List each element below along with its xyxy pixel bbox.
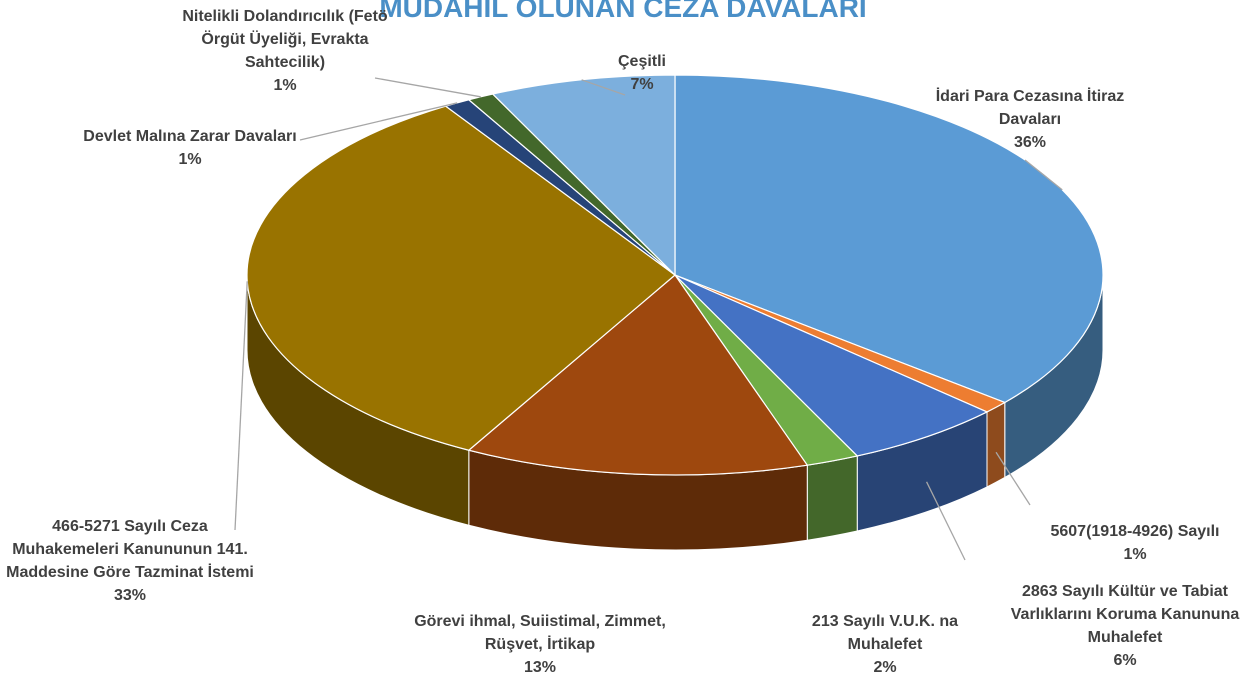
slice-side [986,401,1006,488]
data-label: Çeşitli 7% [592,50,692,96]
category-label: 213 Sayılı V.U.K. na Muhalefet [811,613,959,653]
leader-line [995,451,1031,506]
value-label: 1% [1123,546,1147,563]
value-label: 33% [113,587,147,604]
value-label: 7% [630,76,654,93]
category-label: Görevi ihmal, Suiistimal, Zimmet, Rüşvet… [414,613,666,653]
category-label: Nitelikli Dolandırıcılık (Fetö Örgüt Üye… [182,8,388,71]
data-label: 2863 Sayılı Kültür ve Tabiat Varlıkların… [1000,580,1246,672]
slice [467,274,809,476]
leader-line [925,481,966,561]
leader-line [581,79,626,96]
data-label: 5607(1918-4926) Sayılı 1% [1015,520,1246,566]
slice [246,105,676,451]
chart-title: MÜDAHİL OLUNAN CEZA DAVALARI [379,0,867,23]
data-label: Görevi ihmal, Suiistimal, Zimmet, Rüşvet… [410,610,670,679]
slice [674,274,989,457]
category-label: 466-5271 Sayılı Ceza Muhakemeleri Kanunu… [6,518,254,581]
data-label: Devlet Malına Zarar Davaları 1% [80,125,300,171]
value-label: 13% [523,659,557,676]
category-label: 2863 Sayılı Kültür ve Tabiat Varlıkların… [1010,583,1240,646]
value-label: 1% [273,77,297,94]
value-label: 36% [1013,134,1047,151]
data-label: 213 Sayılı V.U.K. na Muhalefet 2% [785,610,985,679]
category-label: Devlet Malına Zarar Davaları [83,128,297,145]
leader-line [234,281,248,531]
category-label: Çeşitli [617,53,666,70]
leader-line [1024,159,1063,191]
leader-line [299,102,458,141]
value-label: 6% [1113,652,1137,669]
data-label: 466-5271 Sayılı Ceza Muhakemeleri Kanunu… [0,515,260,607]
value-label: 1% [178,151,202,168]
data-label: İdari Para Cezasına İtiraz Davaları 36% [910,85,1150,154]
slice-side [806,455,858,541]
data-label: Nitelikli Dolandırıcılık (Fetö Örgüt Üye… [170,5,400,97]
leader-line [374,77,481,98]
category-label: İdari Para Cezasına İtiraz Davaları [935,88,1125,128]
value-label: 2% [873,659,897,676]
category-label: 5607(1918-4926) Sayılı [1050,523,1220,540]
